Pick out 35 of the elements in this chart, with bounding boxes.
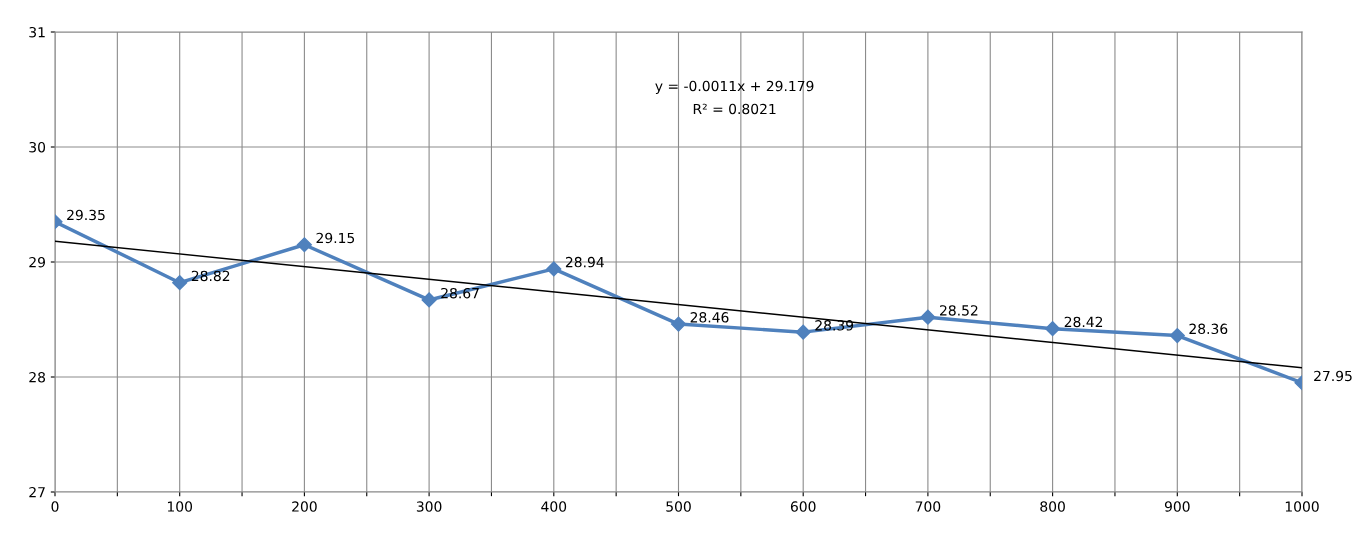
point — [670, 316, 687, 332]
point — [795, 324, 811, 340]
point — [1169, 328, 1185, 344]
x-tick-label: 1000 — [1285, 501, 1319, 512]
data-label: 28.36 — [1189, 323, 1228, 335]
x-tick-label: 500 — [666, 501, 691, 512]
y-tick-label: 27 — [29, 486, 45, 498]
annotation: y = -0.0011x + 29.179 — [655, 80, 814, 94]
x-tick-label: 800 — [1040, 501, 1065, 512]
data-label: 28.94 — [565, 256, 604, 268]
x-tick-label: 600 — [790, 501, 816, 512]
x-tick-label: 100 — [167, 501, 193, 512]
y-tick-label: 30 — [29, 141, 46, 153]
annotation: R² = 0.8021 — [693, 103, 776, 115]
data-label: 28.52 — [940, 305, 978, 316]
data-label: 28.46 — [690, 312, 729, 323]
point — [172, 275, 188, 291]
x-tick-label: 900 — [1164, 501, 1190, 512]
x-tick-label: 0 — [51, 501, 59, 512]
y-tick-label: 28 — [29, 371, 46, 383]
y-tick-label: 29 — [29, 256, 45, 268]
point — [1045, 321, 1061, 337]
x-tick-label: 400 — [541, 501, 567, 512]
x-tick-label: 700 — [915, 501, 941, 512]
y-tick-label: 31 — [29, 26, 45, 38]
data-label: 29.15 — [316, 232, 355, 244]
point — [421, 292, 437, 308]
data-label: 29.35 — [67, 209, 105, 221]
data-label: 27.95 — [1314, 370, 1352, 382]
point — [920, 309, 936, 325]
x-tick-label: 200 — [292, 501, 317, 512]
point — [546, 261, 562, 277]
data-label: 28.42 — [1064, 316, 1103, 328]
x-tick-label: 300 — [416, 501, 442, 512]
point — [296, 237, 312, 253]
